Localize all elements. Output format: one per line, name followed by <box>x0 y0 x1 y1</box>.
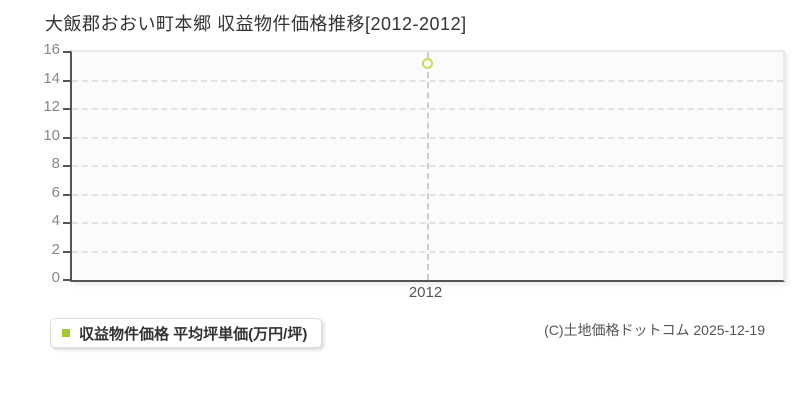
legend-label: 収益物件価格 平均坪単価(万円/坪) <box>79 325 308 343</box>
legend-marker-square-icon <box>62 329 70 337</box>
y-tick-label: 4 <box>51 212 60 229</box>
guide-line <box>426 52 429 280</box>
y-axis-tick <box>63 165 70 167</box>
chart-title: 大飯郡おおい町本郷 収益物件価格推移[2012-2012] <box>45 14 467 34</box>
y-axis-tick <box>63 222 70 224</box>
copyright-text: (C)土地価格ドットコム 2025-12-19 <box>544 322 765 338</box>
y-axis-tick <box>63 51 70 53</box>
y-tick-label: 12 <box>43 98 60 115</box>
y-tick-label: 14 <box>43 69 60 87</box>
legend: 収益物件価格 平均坪単価(万円/坪) <box>50 318 323 348</box>
y-axis-tick <box>63 136 70 139</box>
y-tick-label: 16 <box>43 41 60 58</box>
y-axis-tick <box>63 193 70 196</box>
y-axis-tick <box>63 250 70 253</box>
y-axis-tick <box>63 279 70 281</box>
y-axis-tick <box>63 79 70 82</box>
y-axis-tick <box>63 108 70 110</box>
y-tick-label: 2 <box>51 240 60 258</box>
y-tick-label: 0 <box>51 269 60 286</box>
data-point-marker <box>422 57 433 69</box>
y-tick-label: 8 <box>51 155 60 172</box>
x-tick-label: 2012 <box>408 284 443 301</box>
y-tick-label: 6 <box>51 183 60 201</box>
y-tick-label: 10 <box>43 126 60 144</box>
plot-area <box>63 50 785 282</box>
